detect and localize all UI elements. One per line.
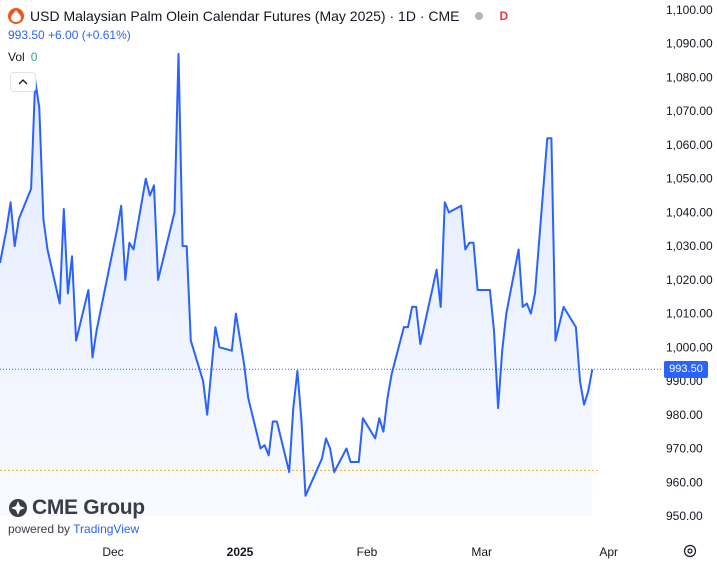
x-tick-label: Apr — [599, 545, 618, 559]
y-tick-label: 960.00 — [666, 475, 703, 489]
y-tick-label: 980.00 — [666, 408, 703, 422]
y-tick-label: 1,020.00 — [666, 273, 713, 287]
cme-logo-icon — [9, 499, 27, 517]
volume-label: Vol — [8, 50, 25, 64]
delayed-data-badge[interactable]: D — [499, 9, 509, 23]
chart-header: USD Malaysian Palm Olein Calendar Future… — [8, 6, 508, 66]
volume-value: 0 — [30, 50, 38, 64]
brand-name: CME Group — [32, 496, 145, 519]
price-series-line — [0, 52, 594, 497]
y-tick-label: 950.00 — [666, 509, 703, 523]
x-tick-label: Dec — [102, 545, 123, 559]
symbol-logo-icon — [8, 8, 24, 24]
tradingview-link[interactable]: TradingView — [73, 522, 140, 536]
x-axis: Dec 2025 Feb Mar Apr — [102, 545, 618, 559]
y-tick-label: 1,090.00 — [666, 37, 713, 51]
x-tick-label: 2025 — [227, 545, 254, 559]
x-tick-label: Feb — [357, 545, 378, 559]
powered-by: powered by TradingView — [8, 522, 145, 536]
last-price-tag: 993.50 — [664, 361, 708, 378]
y-tick-label: 970.00 — [666, 442, 703, 456]
y-tick-label: 1,080.00 — [666, 70, 713, 84]
y-tick-label: 1,100.00 — [666, 3, 713, 17]
y-tick-label: 1,060.00 — [666, 138, 713, 152]
y-tick-label: 1,070.00 — [666, 104, 713, 118]
gear-icon[interactable] — [683, 544, 697, 558]
y-axis: 1,100.00 1,090.00 1,080.00 1,070.00 1,060.00… — [666, 3, 713, 523]
brand-watermark[interactable]: CME Group powered by TradingView — [8, 496, 145, 536]
y-tick-label: 1,030.00 — [666, 239, 713, 253]
y-tick-label: 1,010.00 — [666, 307, 713, 321]
price-change: 993.50 +6.00 (+0.61%) — [8, 28, 131, 42]
market-status-icon — [475, 12, 484, 20]
volume-legend: Vol 0 — [8, 50, 508, 66]
x-tick-label: Mar — [471, 545, 492, 559]
y-tick-label: 1,050.00 — [666, 172, 713, 186]
collapse-legend-button[interactable] — [10, 72, 36, 92]
chevron-up-icon — [18, 79, 28, 85]
y-tick-label: 1,040.00 — [666, 205, 713, 219]
chart-title: USD Malaysian Palm Olein Calendar Future… — [30, 8, 460, 24]
area-fill — [0, 53, 593, 517]
y-tick-label: 1,000.00 — [666, 340, 713, 354]
powered-by-label: powered by — [8, 522, 71, 536]
